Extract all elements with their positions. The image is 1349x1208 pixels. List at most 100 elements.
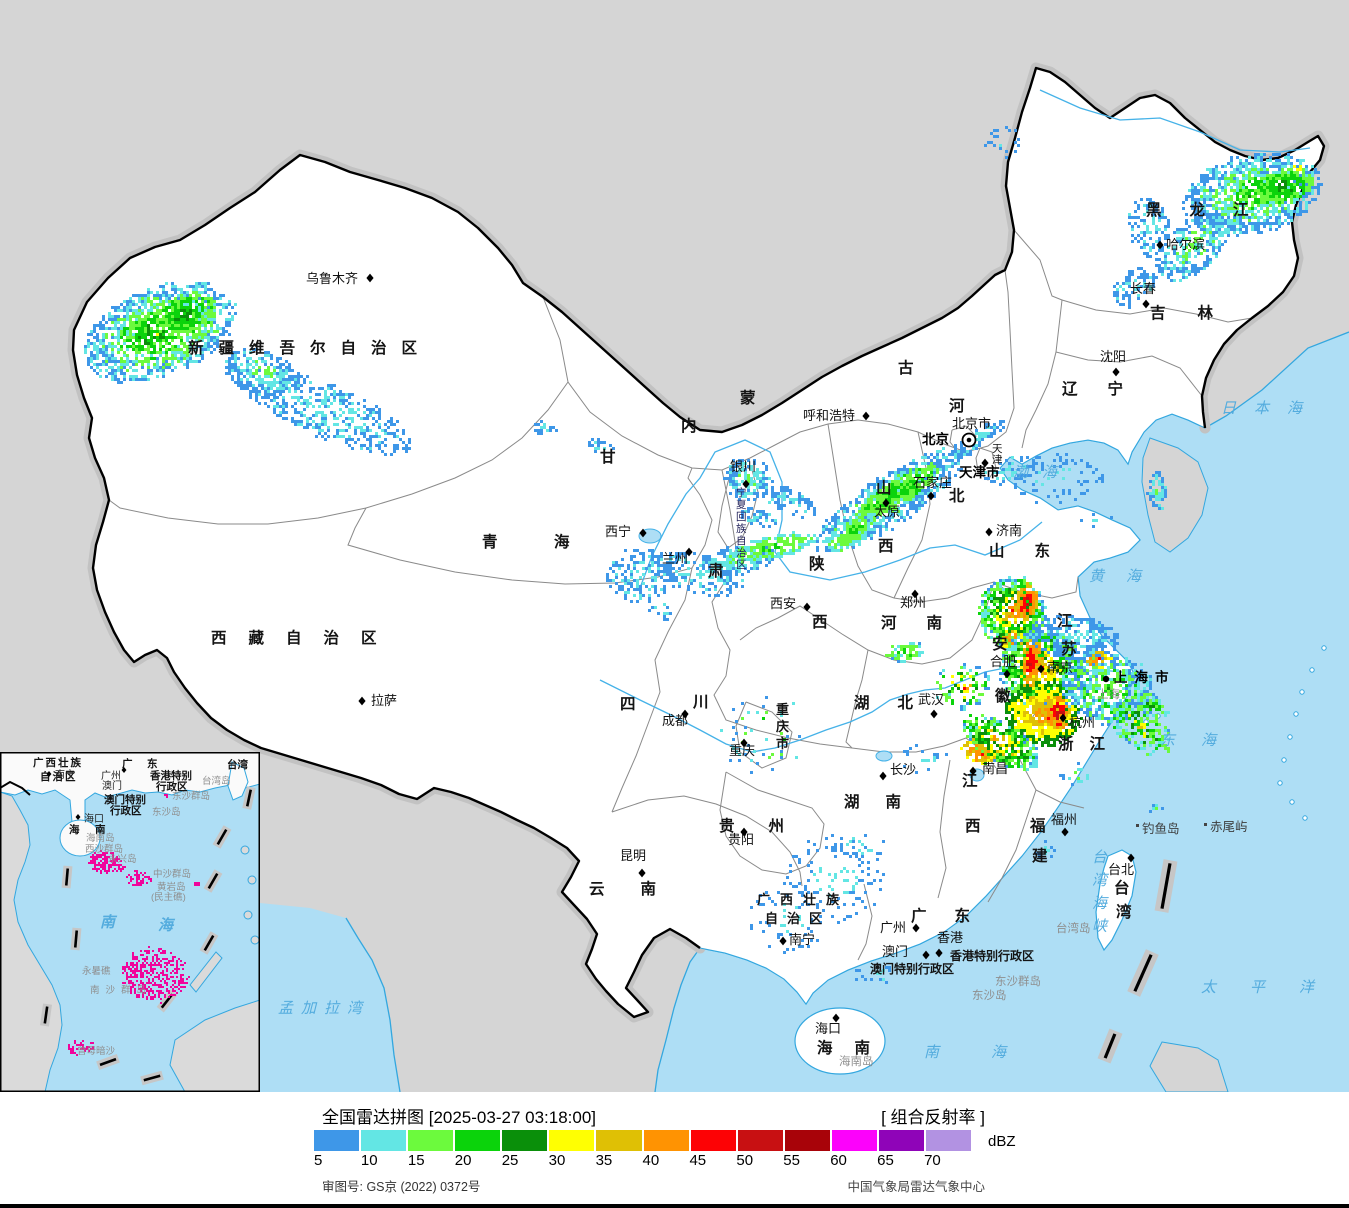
city-marker: [882, 498, 890, 508]
legend-swatch-20: [455, 1130, 501, 1151]
city-label-香港: 香港: [937, 930, 963, 945]
city-marker: [879, 771, 887, 781]
legend-swatch-35: [596, 1130, 642, 1151]
city-label-贵阳: 贵阳: [728, 832, 754, 847]
inset-label-行政区: 行政区: [109, 804, 142, 817]
legend-unit: dBZ: [988, 1133, 1016, 1150]
city-labels: 乌鲁木齐哈尔滨长春沈阳呼和浩特北京市北京天津市天津石家庄太原济南郑州西安银川西宁…: [306, 237, 1207, 1036]
city-marker: [121, 767, 127, 773]
inset-label-香港特别: 香港特别: [149, 769, 192, 782]
city-label-北京市: 北京市: [952, 416, 991, 431]
map-label-孟加拉湾: 孟加拉湾: [278, 1000, 370, 1017]
product-label: [ 组合反射率 ]: [881, 1108, 985, 1127]
city-marker: [969, 766, 977, 776]
legend-color-bar: [314, 1130, 972, 1151]
city-label-上海市: 上海市: [1114, 669, 1176, 685]
legend-swatch-70: [926, 1130, 972, 1151]
inset-label-南宁: 南宁: [55, 768, 75, 781]
city-marker: [681, 709, 689, 719]
city-marker: [911, 589, 919, 599]
map-label-台湾海峡: 台湾海峡: [1092, 849, 1110, 935]
map-label-甘: 甘: [600, 448, 616, 466]
map-label-云南: 云南: [589, 879, 692, 898]
map-label-东海: 东海: [1160, 732, 1242, 749]
map-label-安: 安: [992, 634, 1008, 653]
city-label-广州: 广州: [880, 920, 906, 935]
city-label-郑州: 郑州: [900, 595, 926, 610]
city-marker: [75, 814, 81, 820]
inset-label-行政区: 行政区: [155, 780, 188, 793]
map-label-古: 古: [898, 358, 914, 377]
map-label-上海: 上海: [1097, 687, 1120, 701]
city-label-海口: 海口: [815, 1021, 841, 1036]
map-label-东沙岛: 东沙岛: [972, 988, 1007, 1002]
city-label-武汉: 武汉: [918, 692, 944, 707]
map-label-湖南: 湖南: [844, 792, 927, 811]
inset-label-南: 南: [100, 914, 118, 931]
legend-swatch-5: [314, 1130, 360, 1151]
inset-label-台湾岛: 台湾岛: [202, 775, 231, 787]
map-label-川: 川: [692, 694, 709, 711]
city-marker: [1059, 713, 1067, 723]
city-marker: [1102, 675, 1110, 683]
city-marker: [1142, 299, 1150, 309]
map-label-海南: 海南: [817, 1038, 892, 1057]
city-marker: [779, 936, 787, 946]
map-label-福: 福: [1029, 816, 1046, 835]
map-label-吉林: 吉林: [1150, 303, 1245, 322]
city-marker: [981, 458, 989, 468]
city-label-乌鲁木齐: 乌鲁木齐: [306, 271, 358, 286]
city-label-长沙: 长沙: [890, 762, 916, 777]
map-label-东沙群岛: 东沙群岛: [995, 974, 1041, 988]
map-label-苏: 苏: [1061, 639, 1077, 658]
legend-value: 20: [454, 1152, 472, 1169]
map-label-渤海: 渤海: [1013, 464, 1071, 481]
map-label-湖北: 湖北: [854, 694, 941, 712]
legend-value: 50: [736, 1152, 754, 1169]
city-label-天津: 天津: [992, 443, 1003, 466]
map-label-海南岛: 海南岛: [839, 1054, 874, 1068]
city-label-南宁: 南宁: [789, 932, 815, 947]
city-label-太原: 太原: [874, 504, 900, 519]
inset-label-永暑礁: 永暑礁: [82, 965, 111, 977]
city-label-拉萨: 拉萨: [371, 693, 397, 708]
map-label-建: 建: [1032, 847, 1048, 865]
map-label-北: 北: [949, 487, 965, 505]
map-label-南海: 南海: [924, 1044, 1058, 1061]
map-label-肃: 肃: [708, 562, 724, 580]
legend-swatch-10: [361, 1130, 407, 1151]
map-label-黄海: 黄海: [1089, 568, 1163, 585]
map-label-赤尾屿: 赤尾屿: [1210, 820, 1248, 834]
data-source-credit: 中国气象局雷达气象中心: [847, 1180, 985, 1194]
inset-label-曾母暗沙: 曾母暗沙: [77, 1045, 116, 1057]
city-label-北京: 北京: [922, 431, 949, 447]
radar-echo-layer: [84, 126, 1323, 984]
legend-value: 40: [642, 1152, 660, 1169]
city-label-昆明: 昆明: [620, 848, 646, 863]
national-border: [71, 66, 1326, 1019]
city-marker: [803, 602, 811, 612]
city-label-台北: 台北: [1108, 862, 1134, 877]
city-label-呼和浩特: 呼和浩特: [803, 408, 855, 423]
city-label-澳门: 澳门: [882, 944, 908, 959]
city-marker: [742, 479, 750, 489]
inset-label-(民主礁): (民主礁): [151, 891, 186, 903]
city-marker: [1112, 367, 1120, 377]
map-label-湾: 湾: [1116, 902, 1132, 921]
legend-swatch-30: [549, 1130, 595, 1151]
inset-border: [0, 752, 260, 1092]
map-label-徽: 徽: [994, 686, 1011, 705]
city-label-成都: 成都: [662, 713, 688, 728]
map-label-山东: 山东: [989, 541, 1080, 560]
map-label-自治区: 自治区: [765, 911, 831, 926]
map-label-内: 内: [681, 416, 697, 435]
legend-value: 30: [548, 1152, 566, 1169]
city-marker: [862, 411, 870, 421]
legend-value: 25: [501, 1152, 519, 1169]
city-marker: [639, 528, 647, 538]
city-marker: [927, 491, 935, 501]
legend-swatch-45: [690, 1130, 736, 1151]
